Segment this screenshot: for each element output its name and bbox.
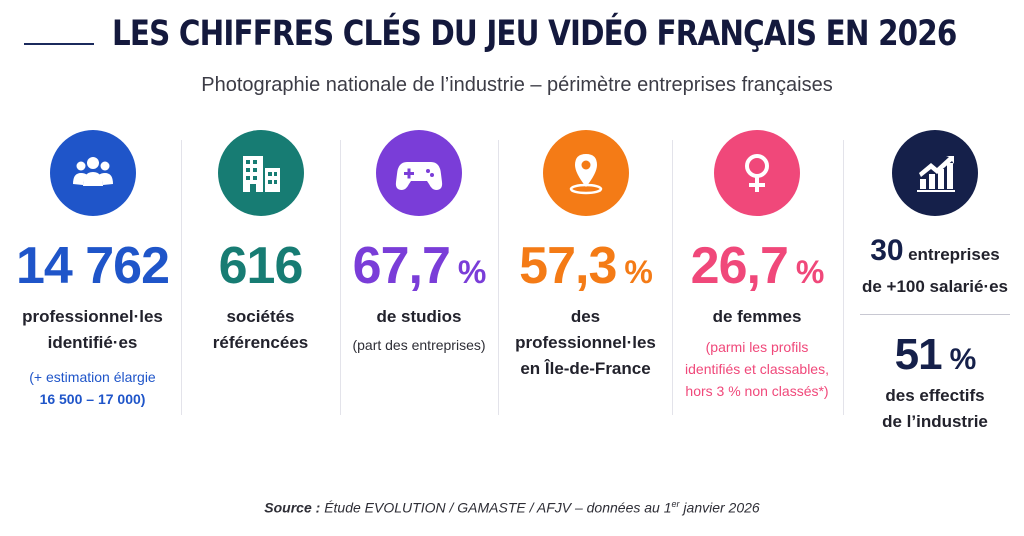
column-divider: [843, 140, 844, 415]
gamepad-icon: [376, 130, 462, 216]
idf-value: 57,3: [519, 237, 617, 295]
section-divider: [860, 314, 1010, 315]
source-text: Étude EVOLUTION / GAMASTE / AFJV – donné…: [324, 499, 672, 516]
female-symbol-icon: [714, 130, 800, 216]
women-unit: %: [795, 254, 824, 290]
workforce-share-label: des effectifs: [885, 386, 985, 405]
stat-professionals: 14 762 professionnel·les identifié·es (+…: [10, 130, 175, 410]
stat-women: 26,7% de femmes (parmi les profils ident…: [677, 130, 837, 402]
workforce-share-label: de l’industrie: [882, 412, 988, 431]
women-note: hors 3 % non classés*): [685, 383, 829, 399]
page-subtitle: Photographie nationale de l’industrie – …: [201, 74, 833, 96]
source-superscript: er: [671, 499, 680, 509]
title-rule: [24, 43, 94, 45]
source-suffix: janvier 2026: [679, 499, 760, 516]
workforce-share-value: 51: [894, 330, 943, 379]
large-companies-label: entreprises: [908, 245, 1000, 264]
stat-ile-de-france: 57,3% des professionnel·les en Île-de-Fr…: [503, 130, 668, 382]
page-title: LES CHIFFRES CLÉS DU JEU VIDÉO FRANÇAIS …: [112, 14, 957, 54]
idf-label: en Île-de-France: [520, 359, 651, 378]
large-companies-value: 30: [870, 234, 904, 267]
stat-companies: 616 sociétés référencées: [188, 130, 333, 356]
source-prefix: Source :: [264, 499, 321, 516]
women-label: de femmes: [712, 307, 802, 326]
women-note: (parmi les profils: [705, 339, 809, 355]
stat-large-companies: 30 entreprises de +100 salarié·es 51% de…: [850, 130, 1020, 435]
women-value: 26,7: [690, 237, 789, 295]
column-divider: [340, 140, 341, 415]
professionals-label: identifié·es: [47, 333, 138, 352]
professionals-value: 14 762: [15, 237, 170, 295]
column-divider: [498, 140, 499, 415]
studios-note: (part des entreprises): [352, 337, 486, 353]
studios-unit: %: [457, 254, 486, 290]
studios-label: de studios: [376, 307, 462, 326]
column-divider: [181, 140, 182, 415]
idf-unit: %: [624, 254, 652, 290]
growth-chart-icon: [892, 130, 978, 216]
companies-label: sociétés: [226, 307, 295, 326]
professionals-note: 16 500 – 17 000): [39, 391, 146, 407]
people-group-icon: [49, 130, 136, 216]
professionals-label: professionnel·les: [22, 307, 163, 326]
companies-value: 616: [218, 237, 304, 295]
companies-label: référencées: [212, 333, 309, 352]
source-footnote: Source : Étude EVOLUTION / GAMASTE / AFJ…: [0, 499, 1024, 516]
buildings-icon: [217, 130, 304, 216]
idf-label: des professionnel·les: [515, 307, 656, 352]
map-pin-icon: [542, 130, 629, 216]
studios-value: 67,7: [352, 237, 451, 295]
workforce-share-unit: %: [949, 343, 977, 376]
large-companies-label: de +100 salarié·es: [861, 277, 1009, 296]
women-note: identifiés et classables,: [685, 361, 829, 377]
column-divider: [672, 140, 673, 415]
professionals-note: (+ estimation élargie: [29, 369, 156, 385]
stat-studios: 67,7% de studios (part des entreprises): [345, 130, 493, 356]
